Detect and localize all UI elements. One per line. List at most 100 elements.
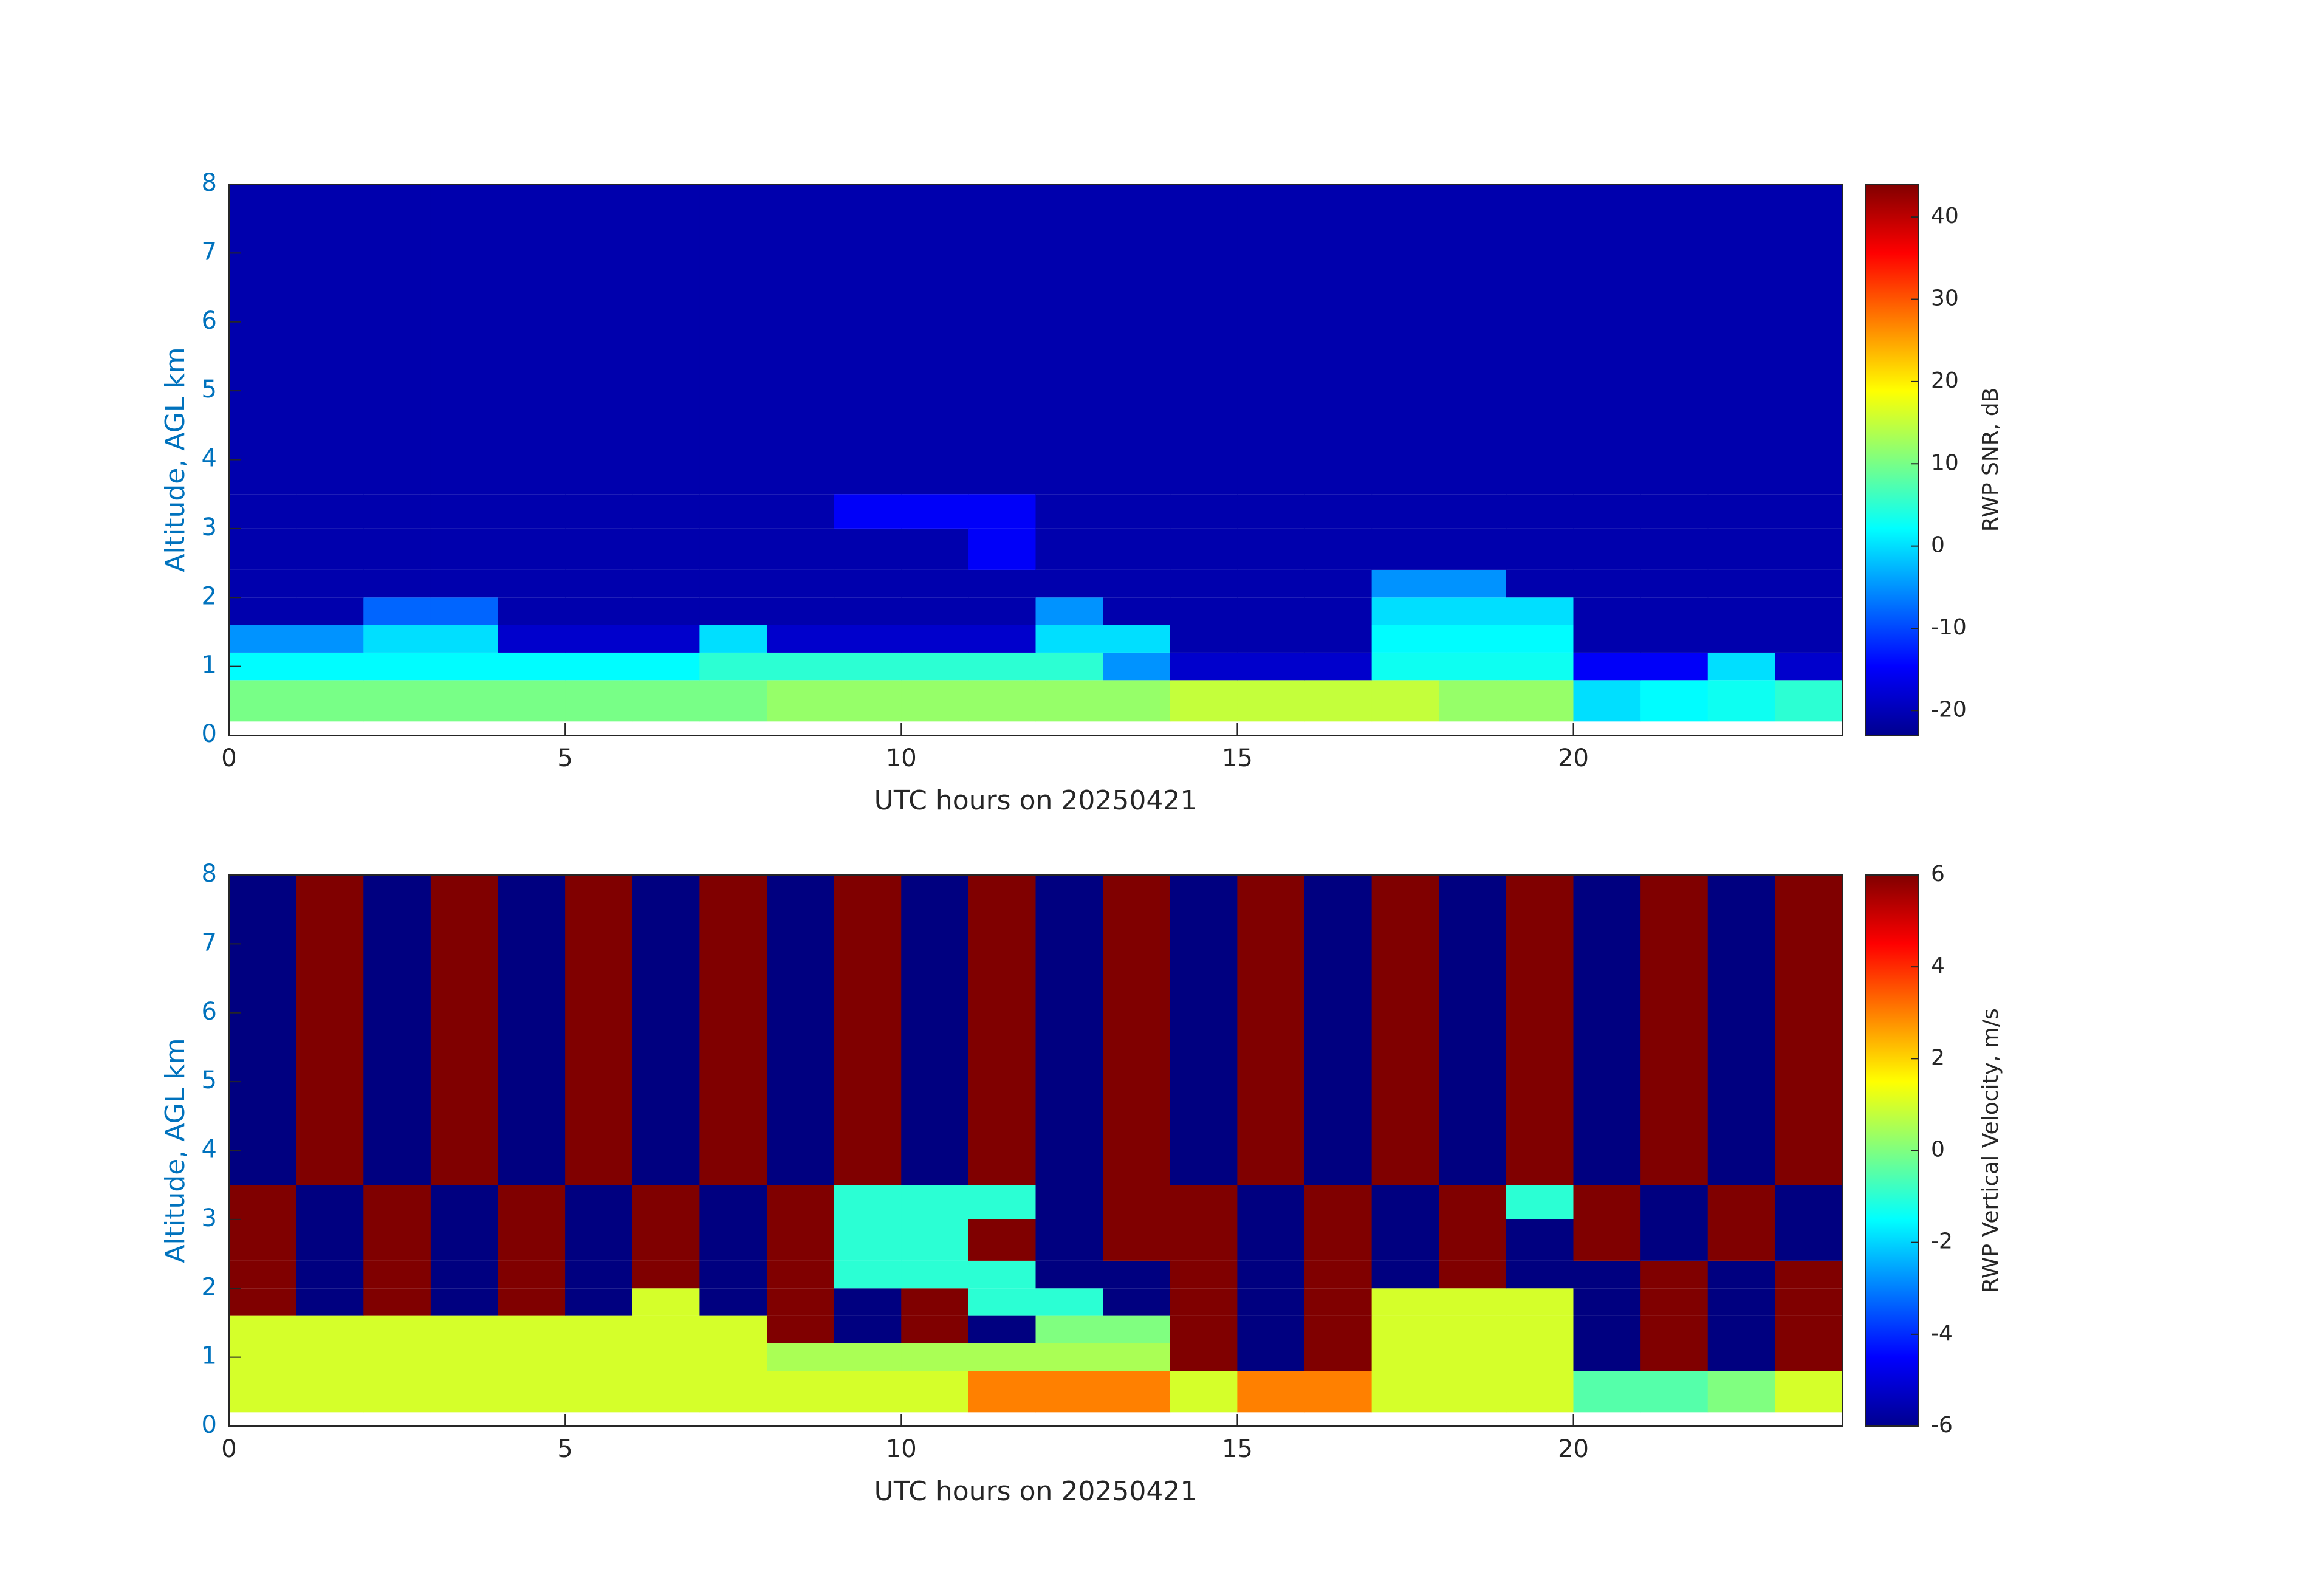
heat-cell (565, 625, 633, 653)
heat-cell (1439, 1315, 1507, 1343)
x-tick-label: 15 (1222, 744, 1253, 772)
heat-cell (1304, 1288, 1373, 1316)
heat-cell (1170, 184, 1238, 495)
heat-cell (1371, 569, 1439, 598)
heat-cell (699, 184, 767, 495)
heat-cell (430, 1260, 498, 1289)
colorbar-tick-label: 30 (1931, 286, 1959, 311)
heat-cell (430, 625, 498, 653)
heat-cell (632, 528, 700, 570)
heat-cell (699, 680, 767, 722)
heat-cell (565, 184, 633, 495)
heat-cell (901, 1288, 969, 1316)
heat-cell (1371, 1219, 1439, 1261)
heat-cell (968, 652, 1036, 681)
heat-cell (1573, 1288, 1641, 1316)
heat-cell (1640, 875, 1709, 1185)
heat-cell (1170, 680, 1238, 722)
heat-cell (632, 569, 700, 598)
heat-cell (1439, 1288, 1507, 1316)
heat-cell (363, 597, 431, 625)
heat-cell (498, 184, 566, 495)
heat-cell (901, 1260, 969, 1289)
y-tick-label: 0 (202, 720, 217, 748)
heat-cell (363, 1260, 431, 1289)
heat-cell (1237, 184, 1305, 495)
heat-cell (1371, 625, 1439, 653)
heat-cell (363, 1219, 431, 1261)
heat-cell (901, 875, 969, 1185)
x-tick-label: 20 (1558, 1435, 1589, 1463)
heat-cell (1304, 680, 1373, 722)
heat-cell (498, 1371, 566, 1413)
heat-cell (296, 597, 364, 625)
heat-cell (1103, 1371, 1171, 1413)
y-tick-label: 4 (202, 1136, 217, 1164)
heat-cell (699, 1343, 767, 1371)
heat-cell (1103, 625, 1171, 653)
heat-cell (834, 1185, 902, 1219)
heat-cell (1573, 875, 1641, 1185)
heat-cell (1103, 569, 1171, 598)
colorbar-tick-label: -4 (1931, 1321, 1953, 1346)
heat-cell (296, 652, 364, 681)
heat-cell (1304, 1219, 1373, 1261)
heat-cell (901, 569, 969, 598)
heat-cell (363, 652, 431, 681)
heat-cell (1237, 494, 1305, 529)
heat-cell (229, 1185, 297, 1219)
heat-cell (1304, 494, 1373, 529)
heat-cell (1775, 1219, 1843, 1261)
heat-cell (498, 569, 566, 598)
heat-cell (1707, 875, 1775, 1185)
heat-cell (1304, 625, 1373, 653)
heat-cell (1707, 625, 1775, 653)
heat-cell (1371, 1260, 1439, 1289)
heat-cell (1103, 1343, 1171, 1371)
heat-cell (229, 569, 297, 598)
heat-cell (901, 184, 969, 495)
heat-cell (430, 680, 498, 722)
heat-cell (1103, 1260, 1171, 1289)
heat-cell (767, 1219, 835, 1261)
heat-cell (430, 1219, 498, 1261)
heat-cell (901, 652, 969, 681)
heat-cell (1237, 597, 1305, 625)
heat-cell (901, 1185, 969, 1219)
heat-cell (229, 494, 297, 529)
heat-cell (699, 1219, 767, 1261)
colorbar-tick-label: -10 (1931, 615, 1967, 640)
heat-cell (1035, 1185, 1103, 1219)
heat-cell (632, 1315, 700, 1343)
heat-cell (430, 184, 498, 495)
heat-cell (968, 1315, 1036, 1343)
heat-cell (1506, 1219, 1574, 1261)
heat-cell (834, 184, 902, 495)
heat-cell (430, 569, 498, 598)
heat-cell (1707, 1288, 1775, 1316)
colorbar-tick-label: 0 (1931, 533, 1945, 558)
heat-cell (1573, 1343, 1641, 1371)
colorbar-tick-label: 40 (1931, 204, 1959, 228)
heat-cell (1573, 680, 1641, 722)
heat-cell (1237, 1260, 1305, 1289)
heat-cell (968, 494, 1036, 529)
heat-cell (1775, 597, 1843, 625)
heat-cell (1640, 652, 1709, 681)
heat-cell (1573, 597, 1641, 625)
heat-cell (296, 1371, 364, 1413)
heat-cell (229, 184, 297, 495)
heat-cell (229, 1371, 297, 1413)
heat-cell (1439, 494, 1507, 529)
heat-cell (1170, 1315, 1238, 1343)
heat-cell (1237, 1288, 1305, 1316)
heat-cell (1775, 494, 1843, 529)
heat-cell (1035, 1343, 1103, 1371)
heat-cell (1573, 1260, 1641, 1289)
heat-cell (834, 597, 902, 625)
heat-cell (968, 1371, 1036, 1413)
heat-cell (834, 569, 902, 598)
y-tick-label: 2 (202, 582, 217, 610)
heat-cell (1237, 569, 1305, 598)
heat-cell (1170, 1343, 1238, 1371)
